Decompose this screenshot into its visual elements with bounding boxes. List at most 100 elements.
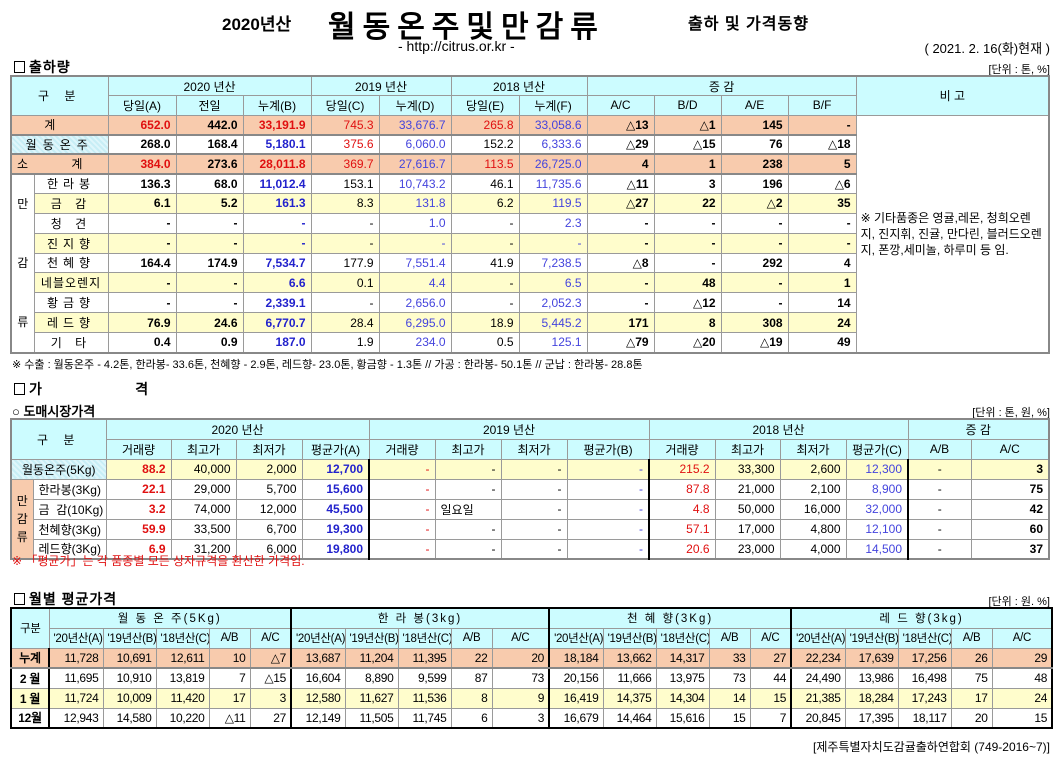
row-label: 한라봉(3Kg) [32, 478, 107, 500]
table-cell: 268.0 [107, 134, 177, 155]
table-cell: 15 [749, 687, 792, 709]
section-label: 가 격 [29, 381, 159, 397]
table-cell: 12,149 [290, 707, 346, 729]
table-row: 청 견 - - - -1.0-2.3- - - - [11, 212, 1049, 234]
table-cell: 1.0 [378, 212, 452, 234]
table-cell: 6.6 [242, 272, 312, 294]
remark-cell: ※ 기타품종은 영귤,레몬, 청희오렌지, 진지휘, 진귤, 만다린, 블러드오… [855, 114, 1050, 354]
header-cell: A/B [950, 627, 993, 649]
table-cell: - [586, 292, 655, 314]
header-cell: 평균가(C) [845, 438, 909, 460]
shipment-footnote: ※ 수출 : 월동온주 - 4.2톤, 한라봉- 33.6톤, 천혜향 - 2.… [12, 359, 643, 371]
table-cell: 164.4 [107, 252, 177, 274]
table-cell: △12 [653, 292, 722, 314]
group-label-char: 감 [17, 255, 29, 270]
table-cell: 74,000 [170, 498, 237, 520]
table-cell: △20 [653, 332, 722, 353]
table-cell: 177.9 [310, 252, 380, 274]
table-row: 12월 12,943 14,580 10,220 △11 27 12,149 11,505 11… [10, 707, 1053, 729]
table-cell: 234.0 [378, 332, 452, 353]
table-cell: 442.0 [175, 114, 244, 136]
table-cell: 4,800 [779, 518, 847, 540]
site-url[interactable]: - http://citrus.or.kr - [398, 38, 515, 54]
table-cell: △2 [720, 192, 789, 214]
table-cell: 2,656.0 [378, 292, 452, 314]
table-cell: - [310, 232, 380, 254]
header-cell: 최저가 [500, 438, 568, 460]
row-label: 월동온주(5Kg) [10, 458, 107, 480]
table-cell: 19,800 [301, 538, 370, 560]
table-cell: 16,419 [548, 687, 604, 709]
table-cell: 11,745 [397, 707, 452, 729]
table-cell: - [434, 518, 502, 540]
table-cell: - [450, 292, 520, 314]
table-cell: △8 [586, 252, 655, 274]
table-cell: 8,890 [344, 667, 399, 689]
table-cell: - [242, 212, 312, 234]
table-cell: 18,184 [548, 647, 604, 669]
table-cell: 48 [653, 272, 722, 294]
table-cell: 20,845 [790, 707, 846, 729]
table-cell: 12,000 [235, 498, 303, 520]
table-cell: 44 [749, 667, 792, 689]
monthly-price-table: 구분 월 동 온 주(5Kg) 한 라 봉(3kg) 천 혜 향(3Kg) 레 드 향(… [10, 607, 1054, 729]
table-cell: 6,770.7 [242, 312, 312, 333]
table-cell: 20.6 [648, 538, 716, 560]
table-cell: - [518, 232, 588, 254]
table-cell: 0.1 [310, 272, 380, 294]
table-cell: 7,238.5 [518, 252, 588, 274]
table-cell: 29,000 [170, 478, 237, 500]
table-cell: - [566, 538, 650, 560]
header-row: 거래량 최고가 최저가 평균가(A) 거래량 최고가 최저가 평균가(B) 거래량 최고가 최저가 평… [11, 438, 1050, 460]
group-label-char: 류 [17, 314, 29, 329]
header-cell: '19년산(B) [844, 627, 899, 649]
table-cell: - [586, 232, 655, 254]
header-cell: A/C [249, 627, 292, 649]
table-cell: 8 [450, 687, 493, 709]
row-label: 레드향(3Kg) [32, 538, 107, 560]
table-cell: 745.3 [310, 114, 380, 136]
header-cell: 거래량 [648, 438, 716, 460]
table-cell: 10,743.2 [378, 173, 452, 194]
header-cell: '19년산(B) [344, 627, 399, 649]
table-cell: - [720, 232, 789, 254]
header-cell: A/C [991, 627, 1053, 649]
header-cell: 누계(D) [378, 95, 452, 116]
table-cell: 13,662 [602, 647, 657, 669]
table-cell: - [242, 232, 312, 254]
table-row: 월동온주(5Kg) 88.2 40,000 2,000 12,700- - - -215.2 3… [10, 458, 1050, 480]
table-cell: 9,599 [397, 667, 452, 689]
table-cell: - [907, 458, 972, 480]
header-cell: '18년산(C) [397, 627, 452, 649]
table-cell: 45,500 [301, 498, 370, 520]
header-row: '20년산(A) '19년산(B) '18년산(C) A/B A/C '20년산(A) '1… [11, 627, 1053, 649]
table-cell: - [500, 518, 568, 540]
header-row: 구 분 2020 년산 2019 년산 2018 년산 증 감 [10, 418, 1050, 460]
table-cell: - [500, 458, 568, 480]
row-label: 기 타 [33, 332, 109, 353]
table-cell: 27 [249, 707, 292, 729]
table-cell: 5,445.2 [518, 312, 588, 333]
header-cell: A/E [720, 95, 789, 116]
section-label: 출하량 [29, 59, 71, 75]
table-cell: 14,580 [102, 707, 157, 729]
table-cell: 33,058.6 [518, 114, 588, 136]
table-cell: 238 [720, 153, 789, 175]
table-cell: 87 [450, 667, 493, 689]
table-cell: △1 [653, 114, 722, 136]
table-cell: - [500, 538, 568, 560]
table-cell: - [368, 458, 436, 480]
table-cell: 196 [720, 173, 789, 194]
table-cell: - [368, 518, 436, 540]
section-price-title: 가 격 [14, 379, 158, 399]
table-cell: - [787, 232, 857, 254]
price-footnote: ※ 「평균가」는 각 품종별 모든 상자규격을 환산한 가격임. [12, 554, 305, 568]
table-cell: 32,000 [845, 498, 909, 520]
section-monthly-title: 월별 평균가격 [14, 589, 117, 609]
table-cell: 168.4 [175, 134, 244, 155]
table-cell: 15,616 [655, 707, 710, 729]
header-cell: A/B [450, 627, 493, 649]
table-cell: 33 [708, 647, 751, 669]
table-cell: - [434, 458, 502, 480]
